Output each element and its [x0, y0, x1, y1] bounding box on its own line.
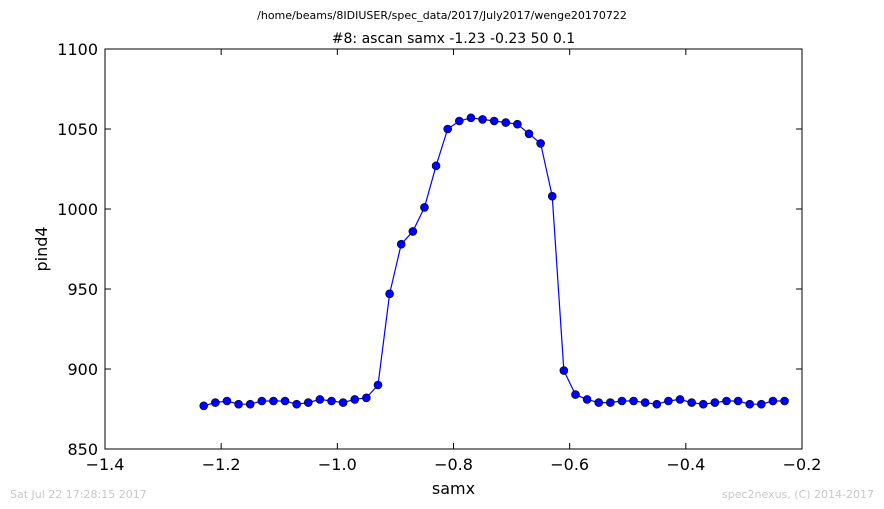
data-point: [524, 129, 534, 139]
y-tick-label: 1050: [57, 120, 98, 139]
data-point: [547, 191, 557, 201]
x-axis-label: samx: [432, 479, 475, 498]
plot-frame: [104, 48, 803, 450]
data-point: [582, 395, 592, 404]
data-point: [292, 399, 301, 409]
data-point: [698, 399, 708, 409]
data-point: [652, 399, 662, 409]
data-point: [350, 395, 360, 404]
footer-credit: spec2nexus, (C) 2014-2017: [722, 488, 874, 501]
data-point: [199, 401, 209, 411]
data-point: [640, 398, 650, 407]
data-point: [338, 398, 348, 407]
data-point: [675, 395, 685, 404]
data-point: [211, 398, 220, 407]
data-point: [606, 398, 615, 407]
x-tick-label: −0.2: [783, 455, 822, 474]
data-point: [536, 139, 545, 148]
data-point: [257, 396, 267, 406]
data-point: [455, 116, 464, 126]
data-point: [629, 396, 638, 406]
data-point: [489, 116, 499, 126]
data-point: [234, 399, 243, 409]
data-point: [396, 239, 406, 249]
y-tick-label: 900: [67, 360, 98, 379]
data-point: [362, 393, 371, 403]
series-layer: [199, 113, 789, 411]
data-point: [710, 398, 720, 407]
data-point: [222, 396, 232, 406]
data-point: [617, 396, 627, 406]
y-tick-label: 950: [67, 280, 98, 299]
data-point: [303, 398, 313, 407]
data-point: [408, 227, 418, 236]
data-point: [594, 398, 604, 407]
data-point: [478, 115, 487, 124]
data-point: [501, 118, 511, 127]
data-point: [466, 113, 476, 123]
figure-suptitle: /home/beams/8IDIUSER/spec_data/2017/July…: [257, 9, 627, 22]
x-tick-label: −0.4: [666, 455, 705, 474]
x-tick-label: −0.6: [550, 455, 589, 474]
data-point: [373, 380, 383, 390]
data-point: [757, 399, 766, 409]
footer-timestamp: Sat Jul 22 17:28:15 2017: [10, 488, 147, 501]
data-point: [559, 366, 569, 375]
data-point: [315, 395, 325, 404]
data-point: [722, 396, 731, 406]
data-point: [664, 396, 673, 406]
data-point: [385, 289, 394, 299]
y-tick-label: 1100: [57, 40, 98, 59]
x-tick-label: −0.8: [434, 455, 473, 474]
data-point: [420, 203, 429, 212]
x-tick-label: −1.4: [86, 455, 125, 474]
data-point: [269, 396, 278, 406]
data-point: [687, 398, 696, 407]
data-point: [513, 119, 522, 129]
y-tick-label: 850: [67, 440, 98, 459]
data-point: [431, 161, 441, 171]
x-tick-label: −1.0: [318, 455, 357, 474]
data-point: [327, 396, 336, 406]
data-point: [780, 396, 789, 406]
y-tick-label: 1000: [57, 200, 98, 219]
data-point: [443, 124, 452, 134]
data-point: [768, 396, 778, 406]
data-point: [745, 399, 755, 409]
x-tick-label: −1.2: [202, 455, 241, 474]
data-point: [571, 390, 580, 399]
data-point: [733, 396, 743, 406]
plot-area: [105, 49, 802, 449]
data-point: [245, 399, 255, 409]
data-point: [280, 396, 290, 406]
chart-title: #8: ascan samx -1.23 -0.23 50 0.1: [332, 31, 575, 47]
y-axis-label: pind4: [32, 226, 51, 271]
